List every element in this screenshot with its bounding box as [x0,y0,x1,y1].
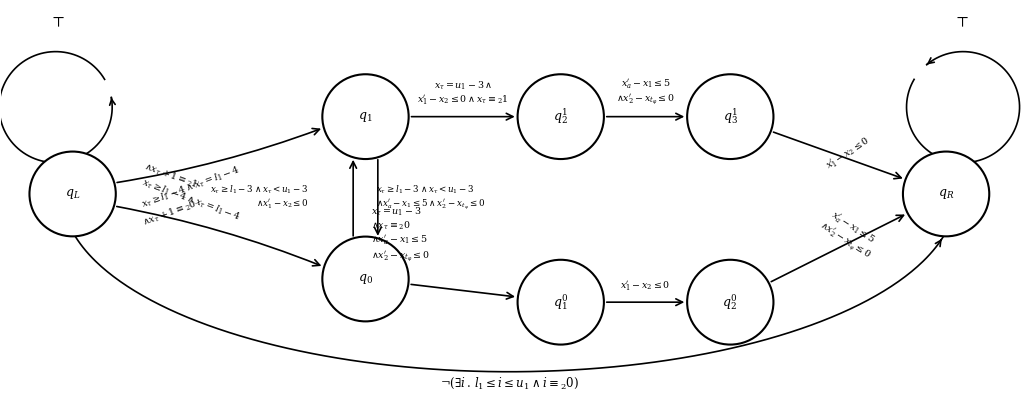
Text: $x_a' - x_1 \leq 5$
$\wedge x_2' - x_{t_\varphi} \leq 0$: $x_a' - x_1 \leq 5$ $\wedge x_2' - x_{t_… [616,77,675,107]
Ellipse shape [518,74,604,159]
Text: $q_2^0$: $q_2^0$ [722,292,738,312]
Text: $q_0$: $q_0$ [358,272,374,286]
Ellipse shape [902,152,989,236]
Text: $x_1' - x_2 \leq 0$: $x_1' - x_2 \leq 0$ [620,279,671,292]
Text: $x_a' - x_1 \leq 5$
$\wedge x_2' - x_{t_\varphi} \leq 0$: $x_a' - x_1 \leq 5$ $\wedge x_2' - x_{t_… [816,206,882,263]
Text: $x_\tau \geq l_1 - 4 \wedge x_\tau = l_1 - 4$: $x_\tau \geq l_1 - 4 \wedge x_\tau = l_1… [140,164,242,211]
Ellipse shape [322,74,409,159]
Ellipse shape [30,152,116,236]
Text: $\neg(\exists i\,.\,l_1 \leq i \leq u_1 \wedge i \equiv_2 0)$: $\neg(\exists i\,.\,l_1 \leq i \leq u_1 … [439,375,579,391]
Text: $x_\tau \geq l_1 - 3 \wedge x_\tau < u_1 - 3$
$\wedge x_a' - x_1 \leq 5 \wedge x: $x_\tau \geq l_1 - 3 \wedge x_\tau < u_1… [376,184,485,212]
Text: $x_\tau = u_1 - 3 \wedge$
$x_1' - x_2 \leq 0 \wedge x_\tau \equiv_2 1$: $x_\tau = u_1 - 3 \wedge$ $x_1' - x_2 \l… [418,80,509,107]
Text: $x_\tau = u_1 - 3$
$\wedge x_\tau \equiv_2 0$
$\wedge x_a' - x_1 \leq 5$
$\wedge: $x_\tau = u_1 - 3$ $\wedge x_\tau \equiv… [370,206,430,264]
Text: $q_L$: $q_L$ [65,187,80,201]
Text: $\wedge x_\tau + 1 \equiv_2 0$: $\wedge x_\tau + 1 \equiv_2 0$ [141,198,200,229]
Text: $\top$: $\top$ [49,16,65,30]
Text: $q_2^1$: $q_2^1$ [554,107,568,126]
Text: $x_1' - x_2 \leq 0$: $x_1' - x_2 \leq 0$ [824,134,874,173]
Text: $\wedge x_\tau + 1 \equiv_2 1$: $\wedge x_\tau + 1 \equiv_2 1$ [142,161,199,192]
Text: $\top$: $\top$ [954,16,969,30]
Ellipse shape [687,74,774,159]
Text: $x_\tau \geq l_1 - 3 \wedge x_\tau < u_1 - 3$
$\wedge x_1' - x_2 \leq 0$: $x_\tau \geq l_1 - 3 \wedge x_\tau < u_1… [210,184,309,212]
Text: $q_1$: $q_1$ [358,110,372,124]
Text: $q_1^0$: $q_1^0$ [553,292,569,312]
Text: $q_R$: $q_R$ [938,187,954,201]
Ellipse shape [322,236,409,322]
Text: $x_\tau \geq l_1 - 4 \wedge x_\tau = l_1 - 4$: $x_\tau \geq l_1 - 4 \wedge x_\tau = l_1… [140,177,242,223]
Ellipse shape [518,260,604,345]
Text: $q_3^1$: $q_3^1$ [722,107,738,126]
Ellipse shape [687,260,774,345]
